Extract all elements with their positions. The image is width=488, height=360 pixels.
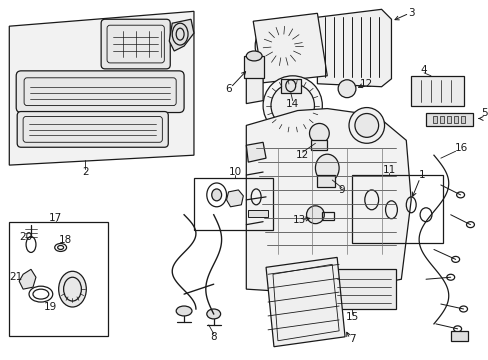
Ellipse shape (270, 34, 294, 58)
Ellipse shape (348, 108, 384, 143)
Text: 13: 13 (292, 215, 305, 225)
Bar (322, 212, 333, 220)
Ellipse shape (354, 113, 378, 137)
Text: 14: 14 (285, 99, 299, 109)
Text: 10: 10 (228, 167, 242, 177)
Text: 12: 12 (360, 79, 373, 89)
Ellipse shape (176, 306, 192, 316)
FancyBboxPatch shape (16, 71, 183, 113)
Ellipse shape (263, 26, 302, 66)
Ellipse shape (309, 123, 328, 143)
Bar (432, 116, 436, 123)
Ellipse shape (270, 84, 314, 127)
Text: 21: 21 (10, 272, 23, 282)
Bar (450, 331, 468, 341)
Text: 11: 11 (382, 165, 395, 175)
Text: 4: 4 (420, 65, 427, 75)
Bar (410, 76, 463, 105)
Bar (311, 140, 326, 150)
Bar (9, 222, 108, 336)
Text: 9: 9 (338, 185, 345, 195)
Ellipse shape (59, 271, 86, 307)
Text: 16: 16 (454, 143, 467, 153)
Polygon shape (265, 257, 345, 347)
Bar (460, 116, 464, 123)
Text: 6: 6 (225, 84, 231, 94)
Text: 5: 5 (480, 108, 487, 117)
Polygon shape (226, 190, 243, 207)
Text: 19: 19 (44, 302, 57, 312)
Polygon shape (317, 9, 391, 87)
Polygon shape (19, 269, 36, 289)
Ellipse shape (306, 206, 324, 224)
Text: 7: 7 (348, 334, 355, 344)
Ellipse shape (206, 309, 220, 319)
FancyBboxPatch shape (101, 19, 170, 69)
Ellipse shape (337, 80, 355, 98)
Text: 8: 8 (210, 332, 217, 342)
Bar (446, 116, 450, 123)
Text: 1: 1 (418, 170, 425, 180)
Text: 17: 17 (49, 213, 62, 223)
Text: 12: 12 (295, 150, 308, 160)
Ellipse shape (58, 246, 63, 249)
Ellipse shape (315, 154, 339, 182)
Bar (194, 178, 272, 230)
Bar (351, 175, 442, 243)
Text: 18: 18 (59, 234, 72, 244)
Text: 20: 20 (20, 231, 33, 242)
Polygon shape (9, 11, 194, 165)
Bar (439, 116, 443, 123)
Text: 15: 15 (345, 312, 358, 322)
Bar (244, 56, 264, 78)
Polygon shape (169, 19, 194, 51)
Ellipse shape (255, 18, 310, 74)
Polygon shape (246, 142, 265, 162)
Bar (331, 269, 396, 309)
Text: 2: 2 (82, 167, 88, 177)
Ellipse shape (211, 189, 221, 201)
Ellipse shape (33, 289, 49, 299)
Ellipse shape (246, 51, 262, 61)
Bar (248, 210, 267, 217)
Polygon shape (253, 13, 326, 83)
Ellipse shape (263, 76, 322, 135)
Polygon shape (246, 109, 410, 294)
Bar (280, 79, 300, 93)
FancyBboxPatch shape (17, 112, 168, 147)
Bar (425, 113, 472, 126)
Text: 3: 3 (407, 8, 414, 18)
Bar (453, 116, 457, 123)
Polygon shape (246, 66, 263, 104)
Bar (317, 175, 334, 187)
